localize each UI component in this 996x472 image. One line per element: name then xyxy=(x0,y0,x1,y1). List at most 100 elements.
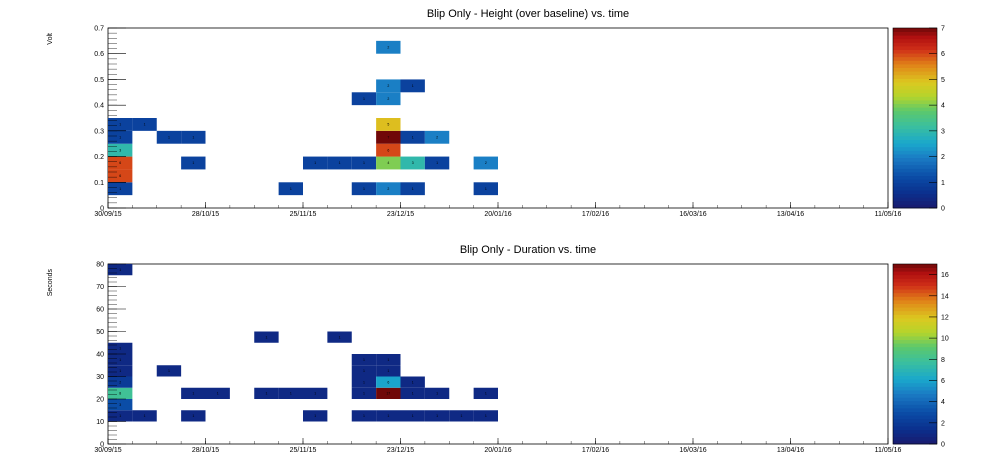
height-vs-time-panel: Blip Only - Height (over baseline) vs. t… xyxy=(47,8,945,218)
colorbar-band xyxy=(893,128,937,133)
cell-count-label: 1 xyxy=(339,161,341,165)
colorbar-band xyxy=(893,136,937,140)
colorbar-tick-label: 0 xyxy=(941,442,945,449)
heatmap-cell xyxy=(108,399,133,411)
heatmap-cell xyxy=(351,156,377,170)
colorbar-band xyxy=(893,386,937,391)
heatmap-cell xyxy=(400,410,425,422)
cell-count-label: 1 xyxy=(387,358,389,362)
cell-count-label: 1 xyxy=(119,123,121,127)
colorbar-band xyxy=(893,310,937,315)
colorbar-band xyxy=(893,125,937,130)
heatmap-cell xyxy=(400,387,425,399)
colorbar-band xyxy=(893,436,937,441)
colorbar-tick-label: 8 xyxy=(941,357,945,364)
colorbar-band xyxy=(893,193,937,198)
cell-count-label: 1 xyxy=(485,392,487,396)
cell-count-label: 1 xyxy=(290,187,292,191)
colorbar-band xyxy=(893,440,937,445)
cell-count-label: 1 xyxy=(192,414,194,418)
cell-count-label: 1 xyxy=(265,335,267,339)
heatmap-cell xyxy=(303,387,328,399)
cell-count-label: 1 xyxy=(363,369,365,373)
colorbar-band xyxy=(893,400,937,405)
colorbar-band xyxy=(893,179,937,184)
cell-count-label: 1 xyxy=(412,135,414,139)
heatmap-cell xyxy=(376,40,401,54)
heatmap-cell xyxy=(278,387,303,399)
cell-count-label: 2 xyxy=(485,161,487,165)
cell-count-label: 1 xyxy=(119,135,121,139)
colorbar-band xyxy=(893,110,937,115)
colorbar-band xyxy=(893,204,937,209)
colorbar-band xyxy=(893,336,937,340)
x-tick-label: 28/10/15 xyxy=(192,211,219,218)
heatmap-cell xyxy=(156,130,182,144)
colorbar-band xyxy=(893,357,937,362)
colorbar-band xyxy=(893,146,937,151)
cell-count-label: 6 xyxy=(119,174,121,178)
colorbar-band xyxy=(893,35,937,40)
heatmap-cell xyxy=(351,410,377,422)
x-tick-label: 30/09/15 xyxy=(94,447,121,454)
cell-count-label: 1 xyxy=(217,392,219,396)
heatmap-cell xyxy=(351,354,377,366)
colorbar-band xyxy=(893,271,937,276)
x-tick-label: 25/11/15 xyxy=(290,211,317,218)
colorbar-band xyxy=(893,426,937,430)
colorbar-band xyxy=(893,325,937,330)
colorbar-band xyxy=(893,132,937,137)
colorbar-tick-label: 0 xyxy=(941,206,945,213)
colorbar-tick-label: 1 xyxy=(941,180,945,187)
colorbar-band xyxy=(893,182,937,187)
y-tick-label: 0.7 xyxy=(94,26,104,33)
colorbar-band xyxy=(893,168,937,173)
colorbar-band xyxy=(893,31,937,36)
y-tick-label: 50 xyxy=(96,329,104,336)
cell-count-label: 1 xyxy=(192,161,194,165)
y-axis-label: Seconds xyxy=(47,269,54,297)
colorbar-band xyxy=(893,85,937,90)
colorbar-band xyxy=(893,274,937,279)
cell-count-label: 2 xyxy=(387,97,389,101)
plot-frame xyxy=(107,27,889,209)
heatmap-cell xyxy=(108,410,133,422)
colorbar-band xyxy=(893,318,937,322)
cell-count-label: 2 xyxy=(119,380,121,384)
colorbar-band xyxy=(893,161,937,166)
colorbar-band xyxy=(893,285,937,290)
heatmap-cell xyxy=(254,387,279,399)
colorbar-band xyxy=(893,408,937,412)
cell-count-label: 1 xyxy=(363,161,365,165)
cell-count-label: 1 xyxy=(290,392,292,396)
heatmap-cell xyxy=(351,376,377,388)
colorbar-band xyxy=(893,303,937,308)
heatmap-cell xyxy=(376,365,401,377)
colorbar-band xyxy=(893,172,937,176)
colorbar-band xyxy=(893,107,937,112)
heatmap-cell xyxy=(449,410,474,422)
heatmap-cell xyxy=(181,410,206,422)
cell-count-label: 1 xyxy=(485,414,487,418)
colorbar-band xyxy=(893,103,937,108)
colorbar-band xyxy=(893,346,937,351)
heatmap-cell xyxy=(108,118,133,131)
y-tick-label: 40 xyxy=(96,352,104,359)
x-tick-label: 23/12/15 xyxy=(387,211,414,218)
cell-count-label: 5 xyxy=(387,123,389,127)
heatmap-cell xyxy=(376,130,401,144)
colorbar-band xyxy=(893,332,937,337)
heatmap-cell xyxy=(327,156,352,170)
x-tick-label: 16/03/16 xyxy=(679,211,706,218)
colorbar-band xyxy=(893,404,937,409)
y-axis-label: Volt xyxy=(47,33,54,45)
colorbar-tick-label: 7 xyxy=(941,26,945,33)
colorbar-band xyxy=(893,92,937,97)
colorbar-band xyxy=(893,157,937,162)
colorbar-band xyxy=(893,164,937,169)
colorbar-band xyxy=(893,46,937,50)
colorbar-band xyxy=(893,339,937,344)
x-tick-label: 13/04/16 xyxy=(777,211,804,218)
cell-count-label: 1 xyxy=(119,347,121,351)
